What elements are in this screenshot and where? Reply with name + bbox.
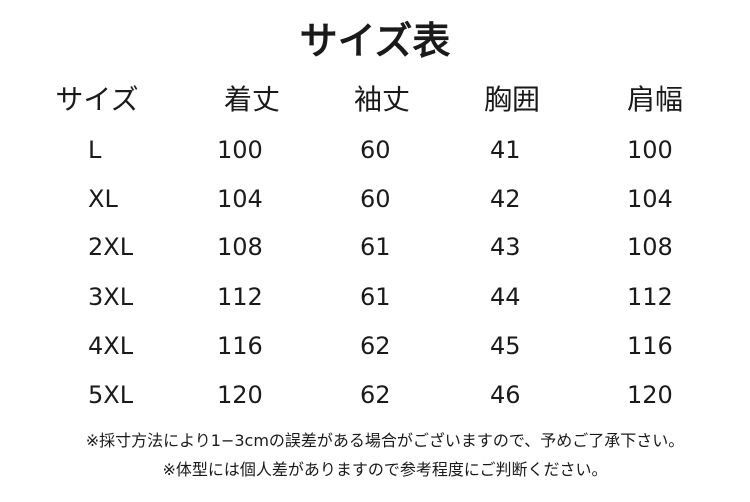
column-header: 胸囲 xyxy=(483,83,540,116)
table-cell: 4XL xyxy=(88,332,134,360)
note: ※体型には個人差がありますので参考程度にご判断ください。 xyxy=(162,460,608,479)
table-cell: 108 xyxy=(627,233,673,261)
table-cell: XL xyxy=(88,185,118,213)
column-header: 袖丈 xyxy=(353,83,410,116)
table-cell: 100 xyxy=(627,136,673,164)
table-cell: 42 xyxy=(490,185,521,213)
table-cell: 5XL xyxy=(88,381,134,409)
table-cell: L xyxy=(88,136,102,164)
table-cell: 41 xyxy=(490,136,521,164)
table-cell: 120 xyxy=(217,381,263,409)
table-cell: 43 xyxy=(490,233,521,261)
table-cell: 112 xyxy=(627,283,673,311)
column-header: 着丈 xyxy=(223,83,280,116)
table-cell: 60 xyxy=(360,185,391,213)
table-cell: 116 xyxy=(217,332,263,360)
table-cell: 61 xyxy=(360,283,391,311)
table-cell: 120 xyxy=(627,381,673,409)
table-cell: 62 xyxy=(360,332,391,360)
table-cell: 2XL xyxy=(88,233,134,261)
table-cell: 3XL xyxy=(88,283,134,311)
table-cell: 44 xyxy=(490,283,521,311)
table-cell: 45 xyxy=(490,332,521,360)
table-cell: 100 xyxy=(217,136,263,164)
table-cell: 60 xyxy=(360,136,391,164)
table-cell: 46 xyxy=(490,381,521,409)
table-cell: 108 xyxy=(217,233,263,261)
note: ※採寸方法により1−3cmの誤差がある場合がございますので、予めご了承下さい。 xyxy=(85,431,685,450)
table-cell: 116 xyxy=(627,332,673,360)
title: サイズ表 xyxy=(299,19,451,63)
column-header: サイズ xyxy=(55,83,139,116)
table-cell: 112 xyxy=(217,283,263,311)
table-cell: 104 xyxy=(627,185,673,213)
table-cell: 104 xyxy=(217,185,263,213)
table-cell: 61 xyxy=(360,233,391,261)
column-header: 肩幅 xyxy=(626,83,683,116)
table-cell: 62 xyxy=(360,381,391,409)
